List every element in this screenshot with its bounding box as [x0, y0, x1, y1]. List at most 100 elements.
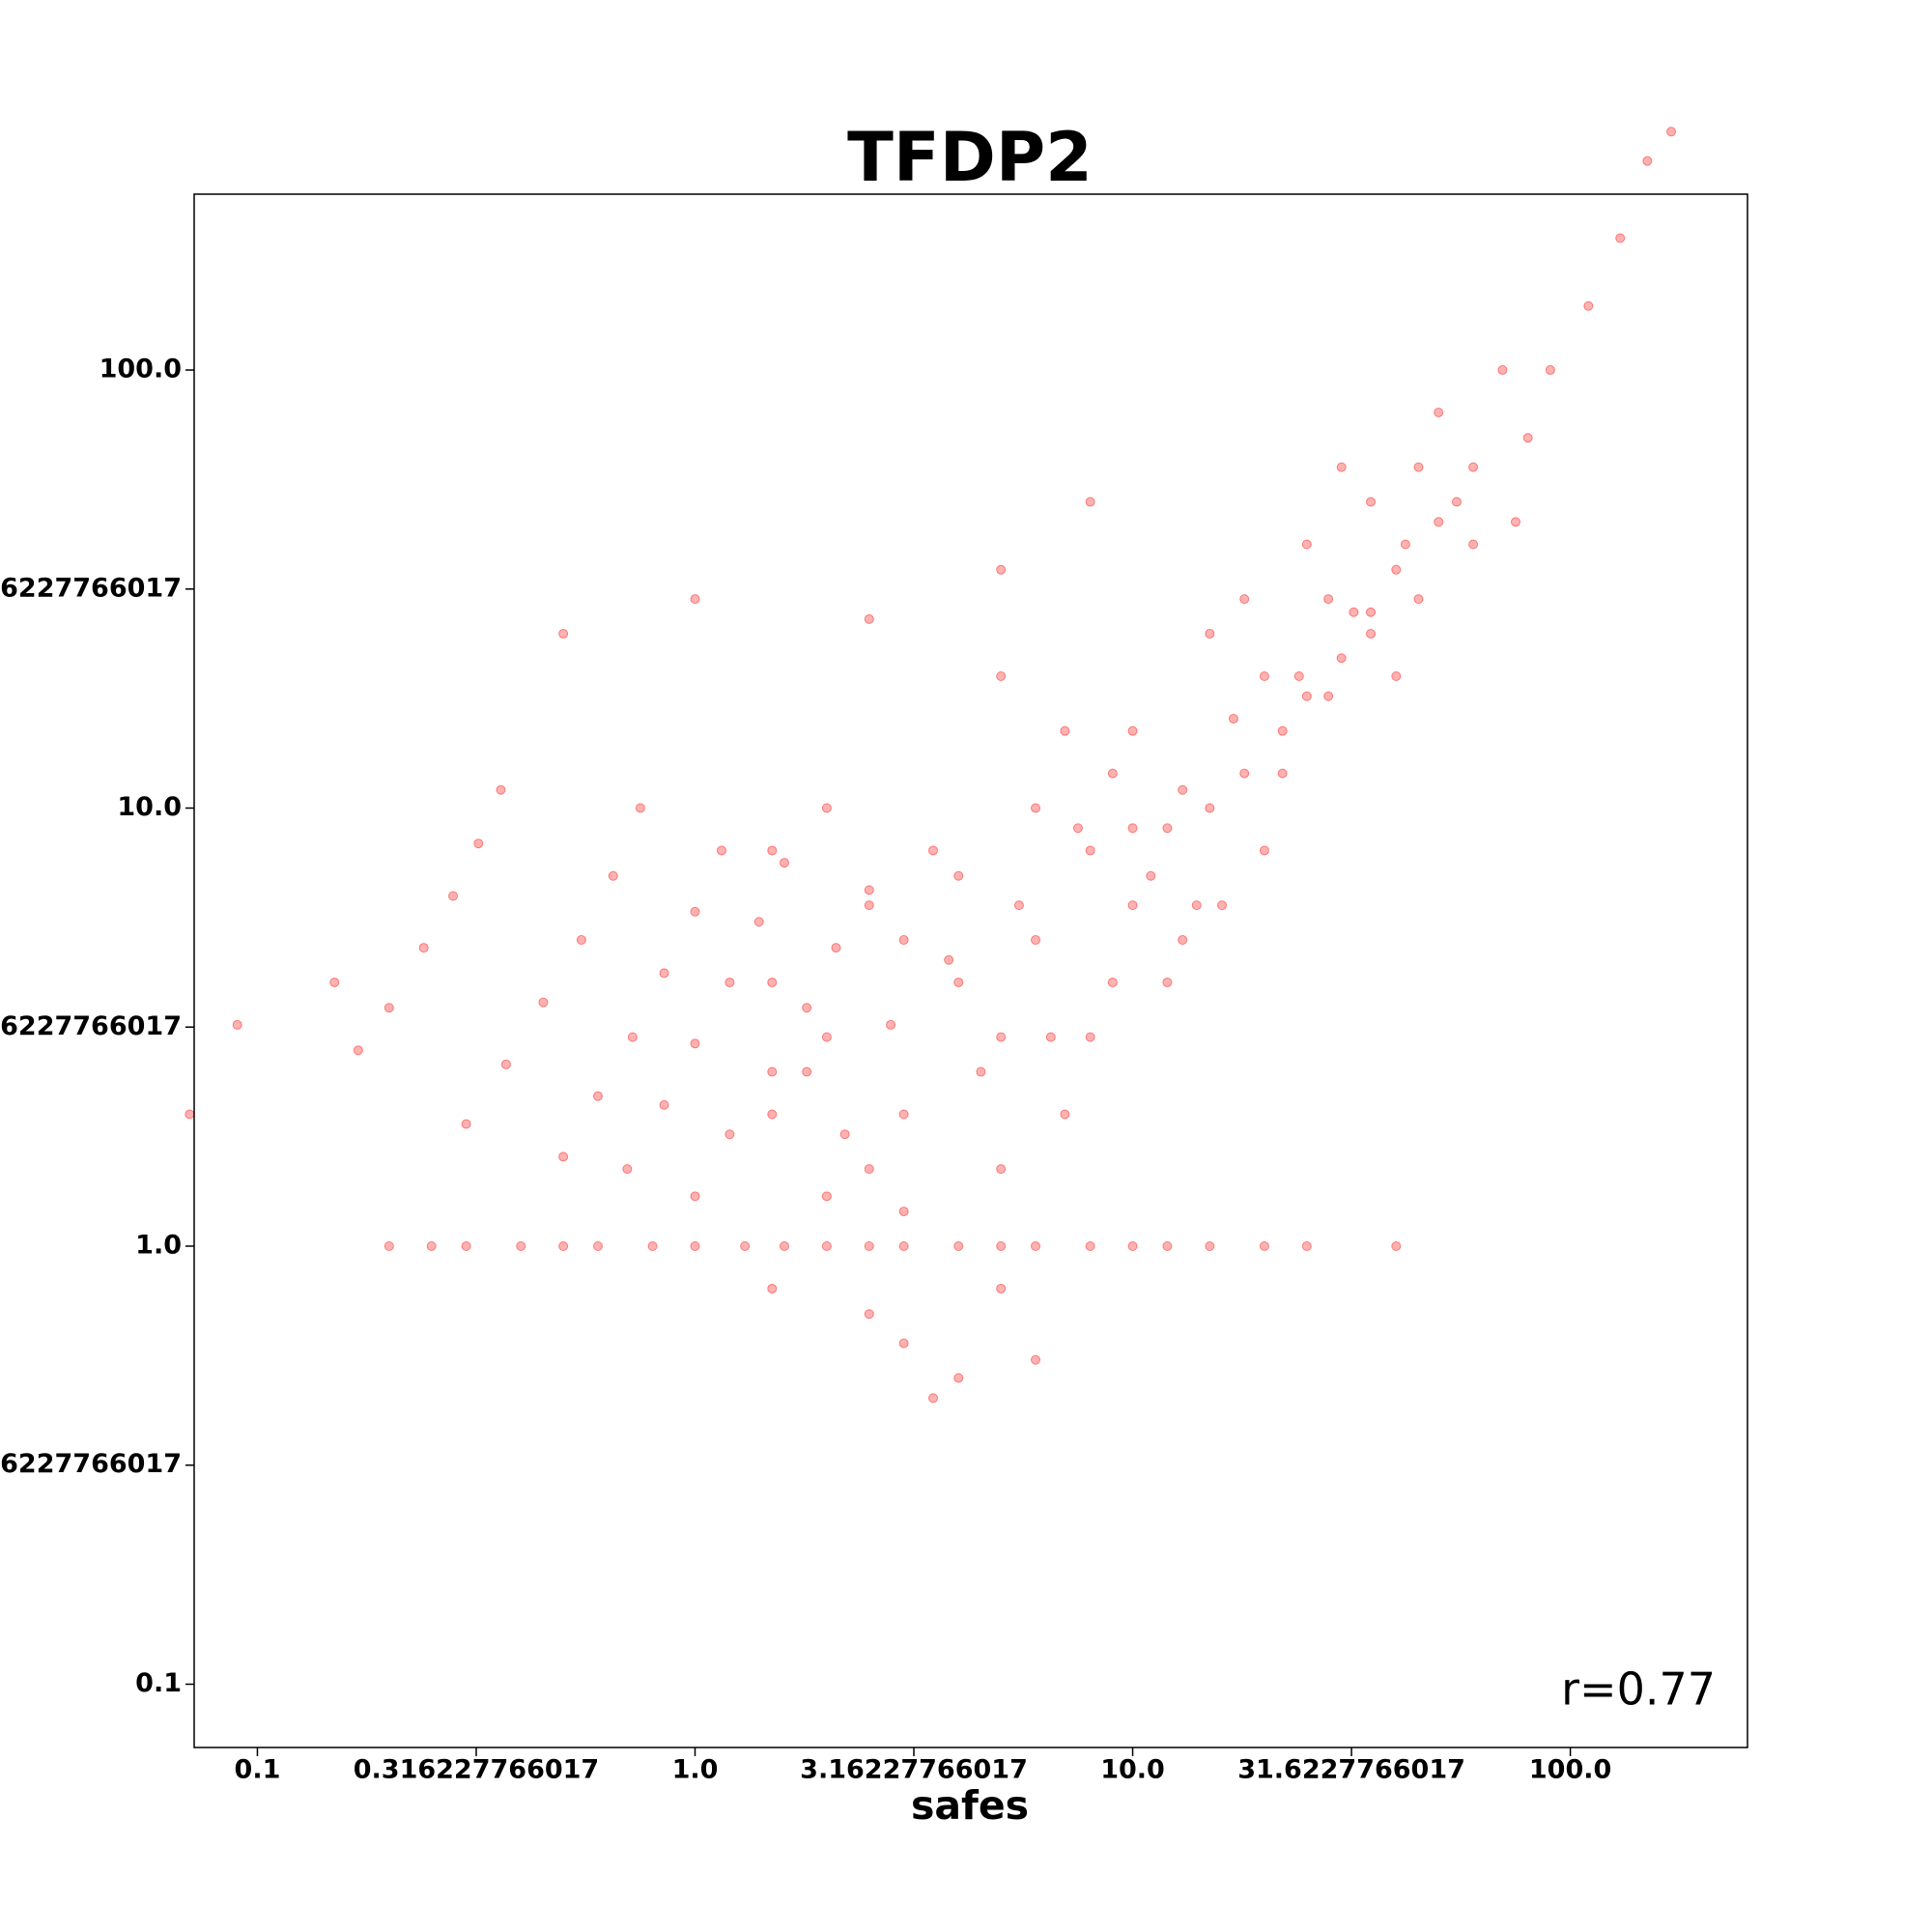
point [592, 1240, 603, 1251]
point [1522, 433, 1533, 443]
point [500, 1059, 511, 1069]
point [1107, 977, 1118, 987]
point [944, 954, 954, 965]
point [753, 917, 764, 927]
point [1642, 156, 1653, 166]
point [1413, 594, 1424, 605]
point [996, 1164, 1007, 1175]
point [953, 1240, 964, 1251]
point [538, 997, 549, 1008]
point [864, 1240, 874, 1251]
point [690, 1038, 700, 1049]
point [635, 803, 645, 813]
point [1205, 629, 1215, 639]
x-tick-label: 31.6227766017 [1237, 1755, 1465, 1785]
point [1259, 845, 1269, 856]
point [1366, 629, 1377, 639]
point [1107, 768, 1118, 779]
point [473, 838, 484, 849]
point [821, 1240, 832, 1251]
point [1127, 725, 1138, 736]
point [864, 885, 874, 895]
point [1277, 768, 1288, 779]
point [1191, 900, 1202, 911]
point [558, 1240, 569, 1251]
point [1468, 539, 1479, 550]
point [724, 1129, 735, 1140]
point [1205, 803, 1215, 813]
point [690, 594, 700, 605]
point [1060, 1109, 1070, 1120]
point [1301, 1240, 1312, 1251]
point [996, 671, 1007, 682]
point [1545, 365, 1555, 376]
point [1336, 462, 1347, 472]
point [1366, 607, 1377, 617]
point [1045, 1032, 1056, 1042]
point [185, 1109, 195, 1120]
point [516, 1240, 526, 1251]
point [1349, 607, 1359, 617]
point [864, 613, 874, 624]
y-tick-label: 1.0 [135, 1230, 182, 1260]
point [1434, 407, 1444, 417]
y-tick-label: 0.1 [135, 1668, 182, 1698]
point [1085, 497, 1095, 507]
point [953, 1373, 964, 1383]
point [1239, 768, 1250, 779]
point [1583, 300, 1594, 311]
point [1497, 365, 1508, 376]
point [717, 845, 727, 856]
point [1510, 517, 1520, 527]
point [898, 1109, 909, 1120]
point [898, 1338, 909, 1349]
point [779, 1240, 789, 1251]
plot-frame [193, 193, 1748, 1748]
point [1468, 462, 1479, 472]
point [558, 1151, 569, 1162]
point [927, 1393, 938, 1404]
point [1293, 671, 1304, 682]
point [1259, 671, 1269, 682]
point [831, 943, 841, 953]
point [647, 1240, 658, 1251]
point [1178, 935, 1188, 946]
point [839, 1129, 850, 1140]
x-tick-label: 0.1 [235, 1755, 281, 1785]
point [1391, 564, 1402, 575]
x-tick-label: 1.0 [672, 1755, 719, 1785]
point [821, 803, 832, 813]
point [384, 1240, 394, 1251]
point [898, 1207, 909, 1217]
y-tick-label: 31.6227766017 [0, 573, 182, 603]
point [996, 1032, 1007, 1042]
point [864, 1309, 874, 1320]
point [1239, 594, 1250, 605]
point [1434, 517, 1444, 527]
point [1228, 713, 1238, 724]
point [724, 977, 735, 987]
x-tick-label: 3.16227766017 [800, 1755, 1028, 1785]
point [1366, 497, 1377, 507]
point [953, 977, 964, 987]
point [740, 1240, 751, 1251]
point [1031, 803, 1041, 813]
x-tick-label: 0.316227766017 [354, 1755, 599, 1785]
point [821, 1032, 832, 1042]
point [779, 858, 789, 868]
y-tick-label: 3.16227766017 [0, 1011, 182, 1041]
x-tick-label: 10.0 [1100, 1755, 1165, 1785]
point [1615, 233, 1626, 243]
point [1323, 691, 1334, 701]
point [976, 1066, 986, 1077]
point [1400, 539, 1410, 550]
point [1162, 823, 1173, 834]
point [622, 1164, 633, 1175]
point [659, 1099, 669, 1110]
point [996, 1283, 1007, 1293]
point [418, 943, 429, 953]
point [353, 1045, 363, 1056]
point [927, 845, 938, 856]
